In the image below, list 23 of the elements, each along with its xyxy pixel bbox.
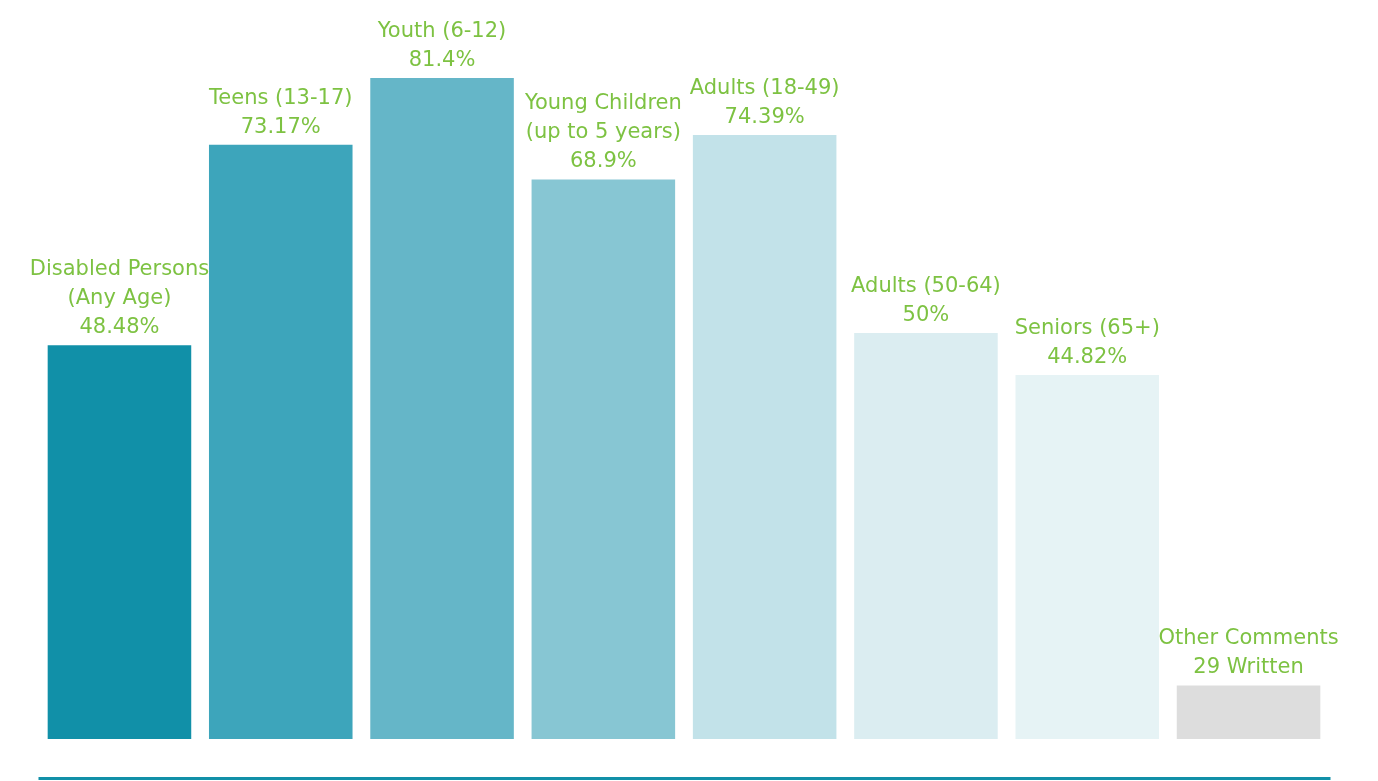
bar (854, 332, 998, 739)
x-tick-label: Seniors (65+) (1014, 315, 1160, 340)
bar (47, 345, 192, 739)
bar (1176, 685, 1321, 739)
bar (692, 134, 837, 739)
category-label: Other Comments 29 Written (1158, 625, 1339, 679)
data-label: 50% (902, 301, 950, 326)
data-label: 74.39% (724, 103, 805, 128)
category-label: Disabled Persons (Any Age) (29, 256, 210, 310)
data-label: 48.48% (79, 314, 160, 339)
x-tick-label: Youth (6-12) (376, 17, 507, 42)
x-tick-label: Teens (13-17) (208, 84, 353, 109)
data-label: 81.4% (408, 46, 476, 71)
bar (208, 144, 353, 739)
x-tick-label: Adults (18-49) (689, 74, 840, 99)
bar (531, 179, 676, 739)
data-label: 68.9% (569, 148, 637, 173)
data-label: 73.17% (240, 113, 321, 138)
x-tick-label: Adults (50-64) (851, 272, 1001, 297)
data-label: 44.82% (1047, 344, 1128, 369)
category-label: Young Children (up to 5 years) (524, 90, 682, 144)
bar (370, 77, 514, 739)
bar (1015, 375, 1160, 739)
